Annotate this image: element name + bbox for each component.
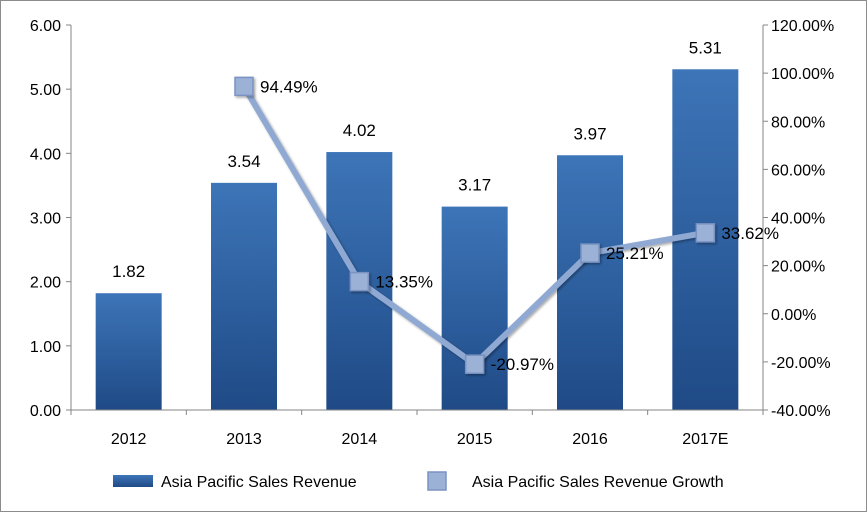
left-tick-label: 4.00 [30,146,61,163]
bar-label-2017E: 5.31 [689,38,722,57]
right-tick-label: 120.00% [771,18,834,35]
growth-marker-2013 [234,76,254,97]
right-tick-label: 20.00% [771,259,825,276]
growth-marker-2015 [464,354,485,374]
line-series: 94.49% 13.35% -20.97% 25.21% 33.62% [234,76,779,374]
bar-label-2014: 4.02 [343,121,376,140]
growth-marker-2017E [695,223,716,243]
left-tick-label: 1.00 [30,339,61,356]
legend-bar-label: Asia Pacific Sales Revenue [161,474,357,491]
x-tick-label-2015: 2015 [457,431,493,448]
growth-marker-2016 [580,243,600,263]
right-tick-label: -40.00% [771,403,831,420]
growth-label-2016: 25.21% [606,244,664,263]
legend-bar-swatch [113,475,153,487]
bar-2012 [95,293,162,410]
left-tick-label: 2.00 [30,275,61,292]
right-tick-label: -20.00% [771,355,831,372]
bar-2013 [211,182,277,410]
bar-2015 [441,206,508,410]
bar-label-2015: 3.17 [458,176,491,195]
right-tick-label: 100.00% [771,66,834,83]
x-tick-label-2013: 2013 [226,431,262,448]
growth-label-2015: -20.97% [491,355,554,374]
bar-label-2013: 3.54 [227,152,260,171]
x-tick-label-2017E: 2017E [682,431,728,448]
legend: Asia Pacific Sales Revenue Asia Pacific S… [113,471,724,491]
right-tick-label: 80.00% [771,114,825,131]
bar-2016 [557,155,623,410]
x-tick-label-2012: 2012 [111,431,147,448]
left-tick-label: 5.00 [30,82,61,99]
right-tick-label: 0.00% [771,307,816,324]
axes: 0.00 1.00 2.00 3.00 4.00 5.00 6.00 -40.00% -20.0… [30,18,834,448]
growth-label-2013: 94.49% [260,77,318,96]
left-tick-label: 6.00 [30,18,61,35]
x-tick-label-2014: 2014 [342,431,378,448]
growth-label-2014: 13.35% [375,273,433,292]
bar-label-2016: 3.97 [573,124,606,143]
left-tick-label: 3.00 [30,211,61,228]
growth-marker-2014 [349,271,370,292]
right-tick-label: 40.00% [771,211,825,228]
legend-line-label: Asia Pacific Sales Revenue Growth [472,474,724,491]
legend-line-marker [427,471,447,491]
growth-label-2017E: 33.62% [721,224,779,243]
left-tick-label: 0.00 [30,403,61,420]
right-tick-label: 60.00% [771,162,825,179]
bar-series: 1.82 3.54 4.02 3.17 3.97 5.31 [95,38,739,411]
x-tick-label-2016: 2016 [572,431,608,448]
bar-label-2012: 1.82 [112,262,145,281]
